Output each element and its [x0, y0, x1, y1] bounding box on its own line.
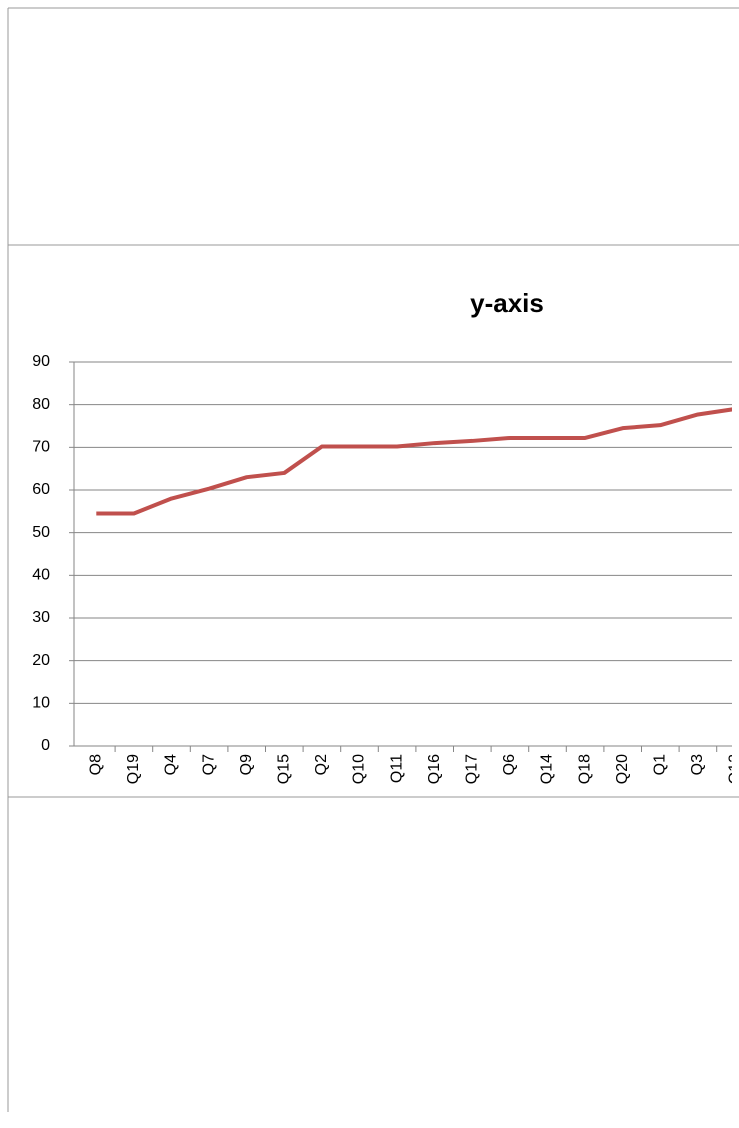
x-tick-label: Q15	[276, 754, 293, 784]
y-tick-label: 70	[32, 439, 50, 456]
x-tick-label: Q7	[200, 754, 217, 775]
y-tick-label: 0	[41, 737, 50, 754]
x-tick-label: Q17	[464, 754, 481, 784]
x-tick-label: Q11	[388, 754, 405, 783]
chart-title: y-axis	[470, 288, 544, 318]
x-tick-label: Q3	[689, 754, 706, 775]
data-line	[96, 407, 732, 516]
x-tick-label: Q9	[238, 754, 255, 775]
x-tick-label: Q6	[501, 754, 518, 775]
x-tick-label: Q8	[88, 754, 105, 775]
x-tick-label: Q14	[539, 754, 556, 784]
x-tick-label: Q16	[426, 754, 443, 784]
y-tick-label: 30	[32, 609, 50, 626]
x-tick-label: Q2	[313, 754, 330, 775]
y-tick-label: 40	[32, 567, 50, 584]
x-tick-label: Q20	[614, 754, 631, 784]
x-tick-label: Q12	[727, 754, 739, 784]
plot: 0 10 20 30 40 50 60 70 80 90 Q8 Q19 Q4 Q7 Q9 Q15 Q2 Q10 Q1…	[32, 353, 739, 784]
y-tick-label: 80	[32, 396, 50, 413]
y-tick-label: 90	[32, 353, 50, 370]
x-tick-label: Q1	[652, 754, 669, 775]
y-tick-label: 10	[32, 695, 50, 712]
x-tick-label: Q10	[351, 754, 368, 784]
y-tick-label: 20	[32, 652, 50, 669]
x-tick-label: Q19	[125, 754, 142, 784]
y-tick-label: 60	[32, 481, 50, 498]
x-tick-label: Q18	[576, 754, 593, 784]
y-tick-label: 50	[32, 524, 50, 541]
x-tick-label: Q4	[163, 754, 180, 775]
